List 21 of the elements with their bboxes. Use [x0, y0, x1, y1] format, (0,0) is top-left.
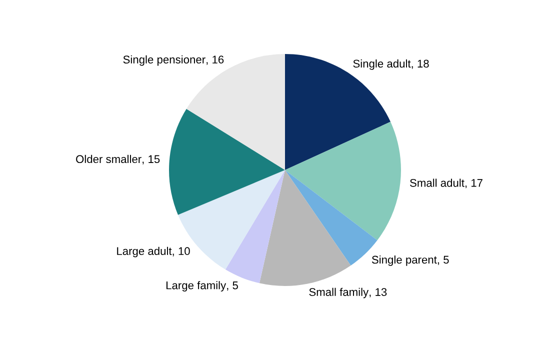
pie-slice [225, 170, 285, 284]
pie-slice [259, 170, 351, 286]
slice-label: Small family [309, 288, 369, 298]
slice-label: Small adult [410, 178, 464, 187]
data-label: , 15 [142, 155, 160, 164]
pie-slice [178, 170, 285, 270]
slice-label: Large family [166, 281, 226, 292]
data-label: , 18 [412, 60, 429, 69]
slice-label: Large adult [117, 246, 172, 258]
slice-label: Single parent [372, 255, 437, 266]
data-label: , 13 [370, 288, 387, 298]
data-label: , 10 [172, 247, 190, 256]
slice-label: Single pensioner [123, 55, 206, 66]
pie-slice [285, 122, 401, 240]
data-label: , 16 [206, 56, 224, 65]
slice-label: Older smaller [76, 154, 142, 164]
data-label: , 5 [227, 282, 238, 291]
pie-slice [169, 108, 285, 215]
slice-label: Single adult [353, 59, 411, 70]
data-label: , 17 [465, 179, 482, 188]
data-label: , 5 [438, 256, 449, 265]
